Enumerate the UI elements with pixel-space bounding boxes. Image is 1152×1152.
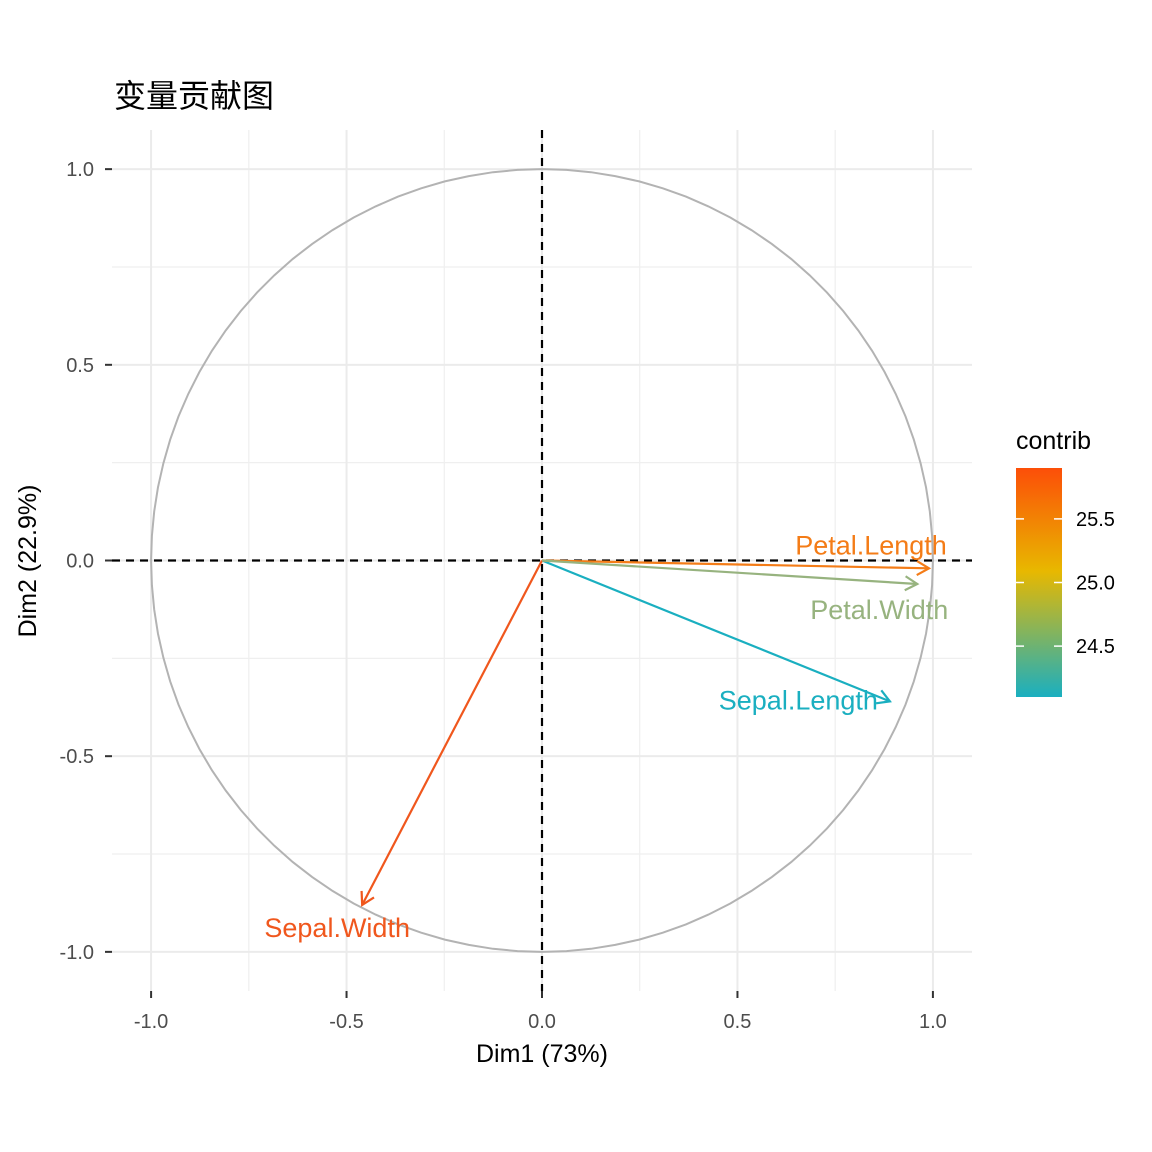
x-tick-label: 1.0 (919, 1011, 947, 1033)
legend-ticks: 24.5 25.0 25.5 (1016, 509, 1115, 658)
arrowhead-petal-length (916, 560, 932, 577)
y-tick-label: 1.0 (66, 159, 94, 181)
label-sepal-length: Sepal.Length (719, 685, 878, 715)
unit-circle-layer (150, 168, 934, 953)
x-tick-label: -0.5 (329, 1011, 363, 1033)
arrowhead-petal-width (904, 575, 920, 592)
x-axis-title: Dim1 (73%) (476, 1040, 608, 1068)
arrowhead-sepal-length (875, 689, 892, 705)
legend-tick-label: 25.0 (1076, 573, 1115, 595)
x-tick-label: 0.0 (528, 1011, 556, 1033)
arrow-petal-length (541, 559, 930, 570)
y-tick-label: 0.5 (66, 355, 94, 377)
x-tick-label: 0.5 (724, 1011, 752, 1033)
arrow-sepal-width (361, 559, 543, 906)
x-axis: -1.0 -0.5 0.0 0.5 1.0 (134, 991, 947, 1033)
legend-title: contrib (1016, 427, 1091, 455)
legend-tick-label: 24.5 (1076, 636, 1115, 658)
label-sepal-width: Sepal.Width (264, 913, 410, 943)
x-tick-label: -1.0 (134, 1011, 168, 1033)
arrow-petal-width (541, 559, 918, 586)
reference-lines (112, 130, 972, 991)
variable-arrows (360, 559, 932, 907)
arrowhead-sepal-width (360, 890, 375, 907)
label-petal-width: Petal.Width (810, 595, 948, 625)
y-tick-label: -0.5 (60, 746, 94, 768)
y-tick-label: 0.0 (66, 551, 94, 573)
y-axis: -1.0 -0.5 0.0 0.5 1.0 (60, 159, 112, 964)
legend-tick-label: 25.5 (1076, 509, 1115, 531)
chart-title: 变量贡献图 (114, 77, 274, 115)
label-petal-length: Petal.Length (795, 530, 947, 560)
variable-labels: Sepal.Length Sepal.Width Petal.Length Petal… (264, 530, 948, 943)
unit-circle (150, 168, 934, 953)
y-tick-label: -1.0 (60, 942, 94, 964)
y-axis-title: Dim2 (22.9%) (14, 485, 42, 638)
arrow-sepal-length (541, 559, 891, 703)
legend: contrib 24.5 25.0 25.5 (1016, 427, 1115, 697)
